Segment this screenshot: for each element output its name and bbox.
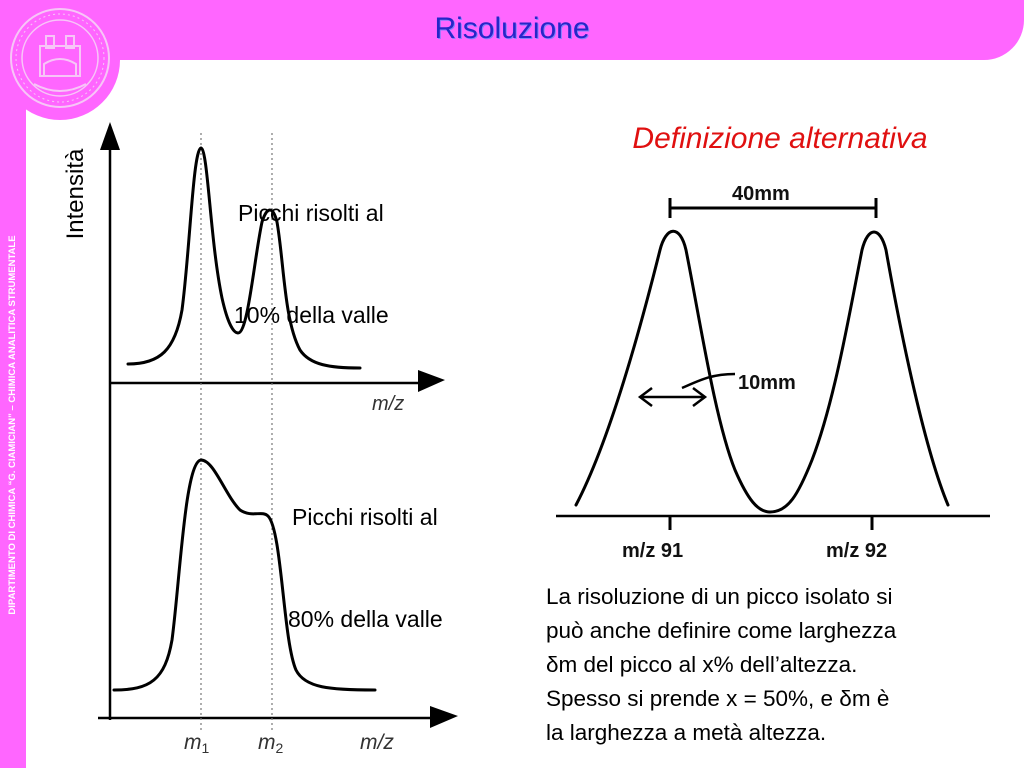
top-x-axis-arrow: [418, 370, 445, 392]
header-bar: [0, 0, 1024, 60]
bottom-mz-label: m/z: [360, 731, 394, 754]
two-peaks-curve: [574, 229, 950, 514]
m1-subscript: 1: [202, 740, 210, 756]
paragraph-line-4: Spesso si prende x = 50%, e δm è: [546, 686, 890, 711]
alternative-definition-title: Definizione alternativa: [632, 122, 928, 155]
top-caption-line-2: 10% della valle: [234, 302, 389, 328]
m2-subscript: 2: [276, 740, 284, 756]
top-caption-line-1: Picchi risolti al: [238, 200, 384, 226]
explanation-paragraph: La risoluzione di un picco isolato si pu…: [546, 580, 1006, 750]
width-arrow-left-head: [637, 387, 653, 407]
paragraph-line-2: può anche definire come larghezza: [546, 618, 897, 643]
m2-letter: m: [258, 731, 276, 754]
width-leader-line: [681, 372, 736, 390]
slide-title: Risoluzione: [434, 12, 590, 45]
width-arrow-right-head: [692, 387, 708, 407]
paragraph-line-1: La risoluzione di un picco isolato si: [546, 584, 893, 609]
m1-letter: m: [184, 731, 202, 754]
peak2-label: m/z 92: [826, 540, 887, 562]
bottom-x-axis-arrow: [430, 706, 458, 728]
bottom-caption: Picchi risolti al 80% della valle: [288, 432, 443, 670]
bottom-caption-line-2: 80% della valle: [288, 606, 443, 632]
paragraph-line-5: la larghezza a metà altezza.: [546, 720, 827, 745]
m1-label: m1: [184, 731, 210, 756]
university-seal-logo: [10, 8, 110, 108]
peak1-label: m/z 91: [622, 540, 683, 562]
top-peaks-curve: [126, 146, 362, 370]
bottom-peaks-curve: [112, 458, 377, 692]
side-bar: [0, 0, 26, 768]
width-label: 10mm: [738, 372, 796, 394]
top-caption: Picchi risolti al 10% della valle: [234, 128, 389, 366]
y-axis-arrow: [100, 122, 120, 150]
bottom-caption-line-1: Picchi risolti al: [292, 504, 438, 530]
paragraph-line-3: δm del picco al x% dell’altezza.: [546, 652, 858, 677]
top-mz-label: m/z: [372, 393, 404, 415]
m2-label: m2: [258, 731, 284, 756]
separation-label: 40mm: [732, 183, 790, 205]
